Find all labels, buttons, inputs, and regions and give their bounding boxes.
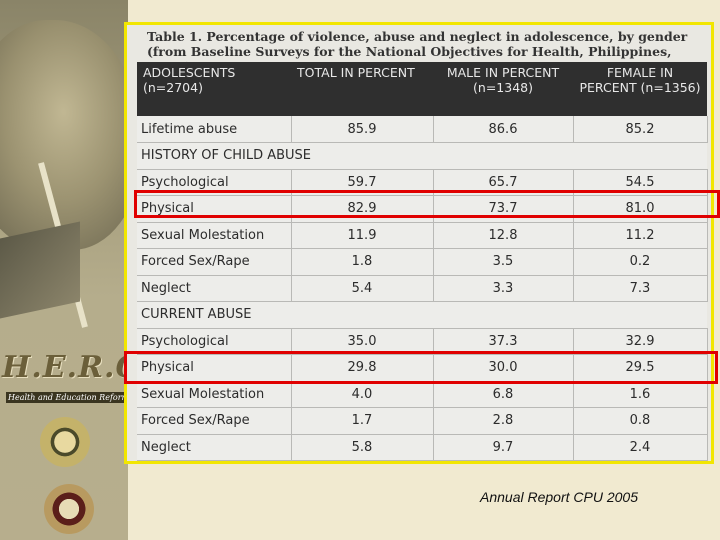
total-value: 35.0 [291,328,434,355]
row-label: Psychological [137,328,292,355]
table-row: Forced Sex/Rape 1.8 3.5 0.2 [137,248,708,276]
column-header: MALE IN PERCENT (n=1348) [433,62,573,116]
row-label: Forced Sex/Rape [137,248,292,276]
column-header: ADOLESCENTS (n=2704) [137,62,291,116]
background-illustration: H.E.R.O. Health and Education Reform Org… [0,0,128,540]
total-value: 5.8 [291,434,434,461]
portrait-illustration [0,20,128,250]
university-seal-icon [44,484,94,534]
table-header-row: ADOLESCENTS (n=2704) TOTAL IN PERCENT MA… [137,62,707,116]
male-value: 2.8 [433,407,574,435]
male-value: 12.8 [433,222,574,249]
row-label: Sexual Molestation [137,381,292,408]
row-label: Psychological [137,169,292,196]
total-value: 11.9 [291,222,434,249]
seal-icon [40,417,90,467]
female-value: 2.4 [573,434,708,461]
male-value: 3.3 [433,275,574,302]
row-label: Lifetime abuse [137,116,292,143]
table-photo: Table 1. Percentage of violence, abuse a… [124,22,714,464]
total-value: 85.9 [291,116,434,143]
abuse-statistics-table: ADOLESCENTS (n=2704) TOTAL IN PERCENT MA… [137,62,708,461]
hero-logo: H.E.R.O. [2,350,128,385]
highlight-current-physical [124,351,718,384]
total-value: 5.4 [291,275,434,302]
table-section-row: HISTORY OF CHILD ABUSE [137,142,707,170]
hero-logo-subtitle: Health and Education Reform Organization [6,392,128,403]
table-row: Neglect 5.4 3.3 7.3 [137,275,708,302]
table-row: Lifetime abuse 85.9 86.6 85.2 [137,116,708,143]
table-row: Forced Sex/Rape 1.7 2.8 0.8 [137,407,708,435]
row-label: Physical [137,354,292,382]
section-heading: CURRENT ABUSE [137,301,707,329]
table-row: Sexual Molestation 11.9 12.8 11.2 [137,222,708,249]
total-value: 1.8 [291,248,434,276]
female-value: 0.2 [573,248,708,276]
female-value: 0.8 [573,407,708,435]
table-row: Neglect 5.8 9.7 2.4 [137,434,708,461]
female-value: 32.9 [573,328,708,355]
male-value: 6.8 [433,381,574,408]
female-value: 7.3 [573,275,708,302]
total-value: 29.8 [291,354,434,382]
highlight-history-physical [134,190,720,218]
table-row: Psychological 35.0 37.3 32.9 [137,328,708,355]
total-value: 4.0 [291,381,434,408]
table-row: Sexual Molestation 4.0 6.8 1.6 [137,381,708,408]
female-value: 1.6 [573,381,708,408]
row-label: Sexual Molestation [137,222,292,249]
column-header: TOTAL IN PERCENT [291,62,433,116]
table-row: Physical 29.8 30.0 29.5 [137,354,708,382]
male-value: 30.0 [433,354,574,382]
table-body: Lifetime abuse 85.9 86.6 85.2 HISTORY OF CHI… [137,116,708,461]
male-value: 9.7 [433,434,574,461]
source-citation: Annual Report CPU 2005 [480,489,638,505]
row-label: Neglect [137,275,292,302]
male-value: 86.6 [433,116,574,143]
female-value: 11.2 [573,222,708,249]
female-value: 29.5 [573,354,708,382]
section-heading: HISTORY OF CHILD ABUSE [137,142,707,170]
total-value: 1.7 [291,407,434,435]
table-section-row: CURRENT ABUSE [137,301,707,329]
female-value: 85.2 [573,116,708,143]
male-value: 3.5 [433,248,574,276]
book-illustration [0,221,80,319]
row-label: Forced Sex/Rape [137,407,292,435]
row-label: Neglect [137,434,292,461]
column-header: FEMALE IN PERCENT (n=1356) [573,62,707,116]
male-value: 37.3 [433,328,574,355]
